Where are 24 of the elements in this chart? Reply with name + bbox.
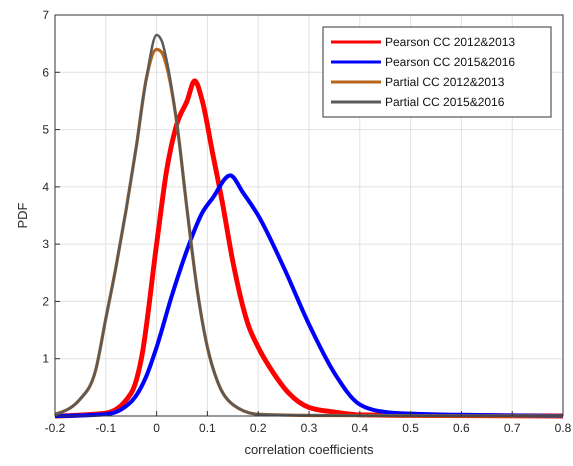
x-tick-label: 0.6 — [453, 421, 470, 435]
x-axis-title: correlation coefficients — [244, 442, 374, 457]
x-tick-label: 0.1 — [199, 421, 216, 435]
x-tick-label: -0.1 — [95, 421, 116, 435]
y-tick-label: 6 — [42, 65, 50, 80]
x-tick-label: 0.5 — [402, 421, 420, 435]
legend-label: Partial CC 2012&2013 — [385, 75, 505, 89]
x-tick-label: 0.8 — [554, 421, 572, 435]
x-tick-label: 0.7 — [504, 421, 521, 435]
y-tick-label: 7 — [42, 8, 50, 22]
y-tick-label: 2 — [42, 294, 50, 308]
y-axis-title: PDF — [15, 202, 30, 228]
legend-label: Pearson CC 2012&2013 — [385, 35, 516, 49]
y-tick-label: 5 — [42, 122, 50, 137]
legend-label: Partial CC 2015&2016 — [385, 95, 505, 109]
y-tick-label: 1 — [42, 352, 50, 366]
x-tick-label: 0.3 — [300, 421, 318, 435]
y-tick-label: 3 — [42, 237, 50, 252]
x-tick-label: 0.2 — [250, 421, 267, 435]
x-tick-label: -0.2 — [44, 421, 66, 435]
y-tick-label: 4 — [42, 180, 50, 194]
legend-label: Pearson CC 2015&2016 — [385, 55, 516, 69]
x-tick-label: 0 — [153, 421, 160, 435]
x-tick-label: 0.4 — [351, 421, 368, 435]
